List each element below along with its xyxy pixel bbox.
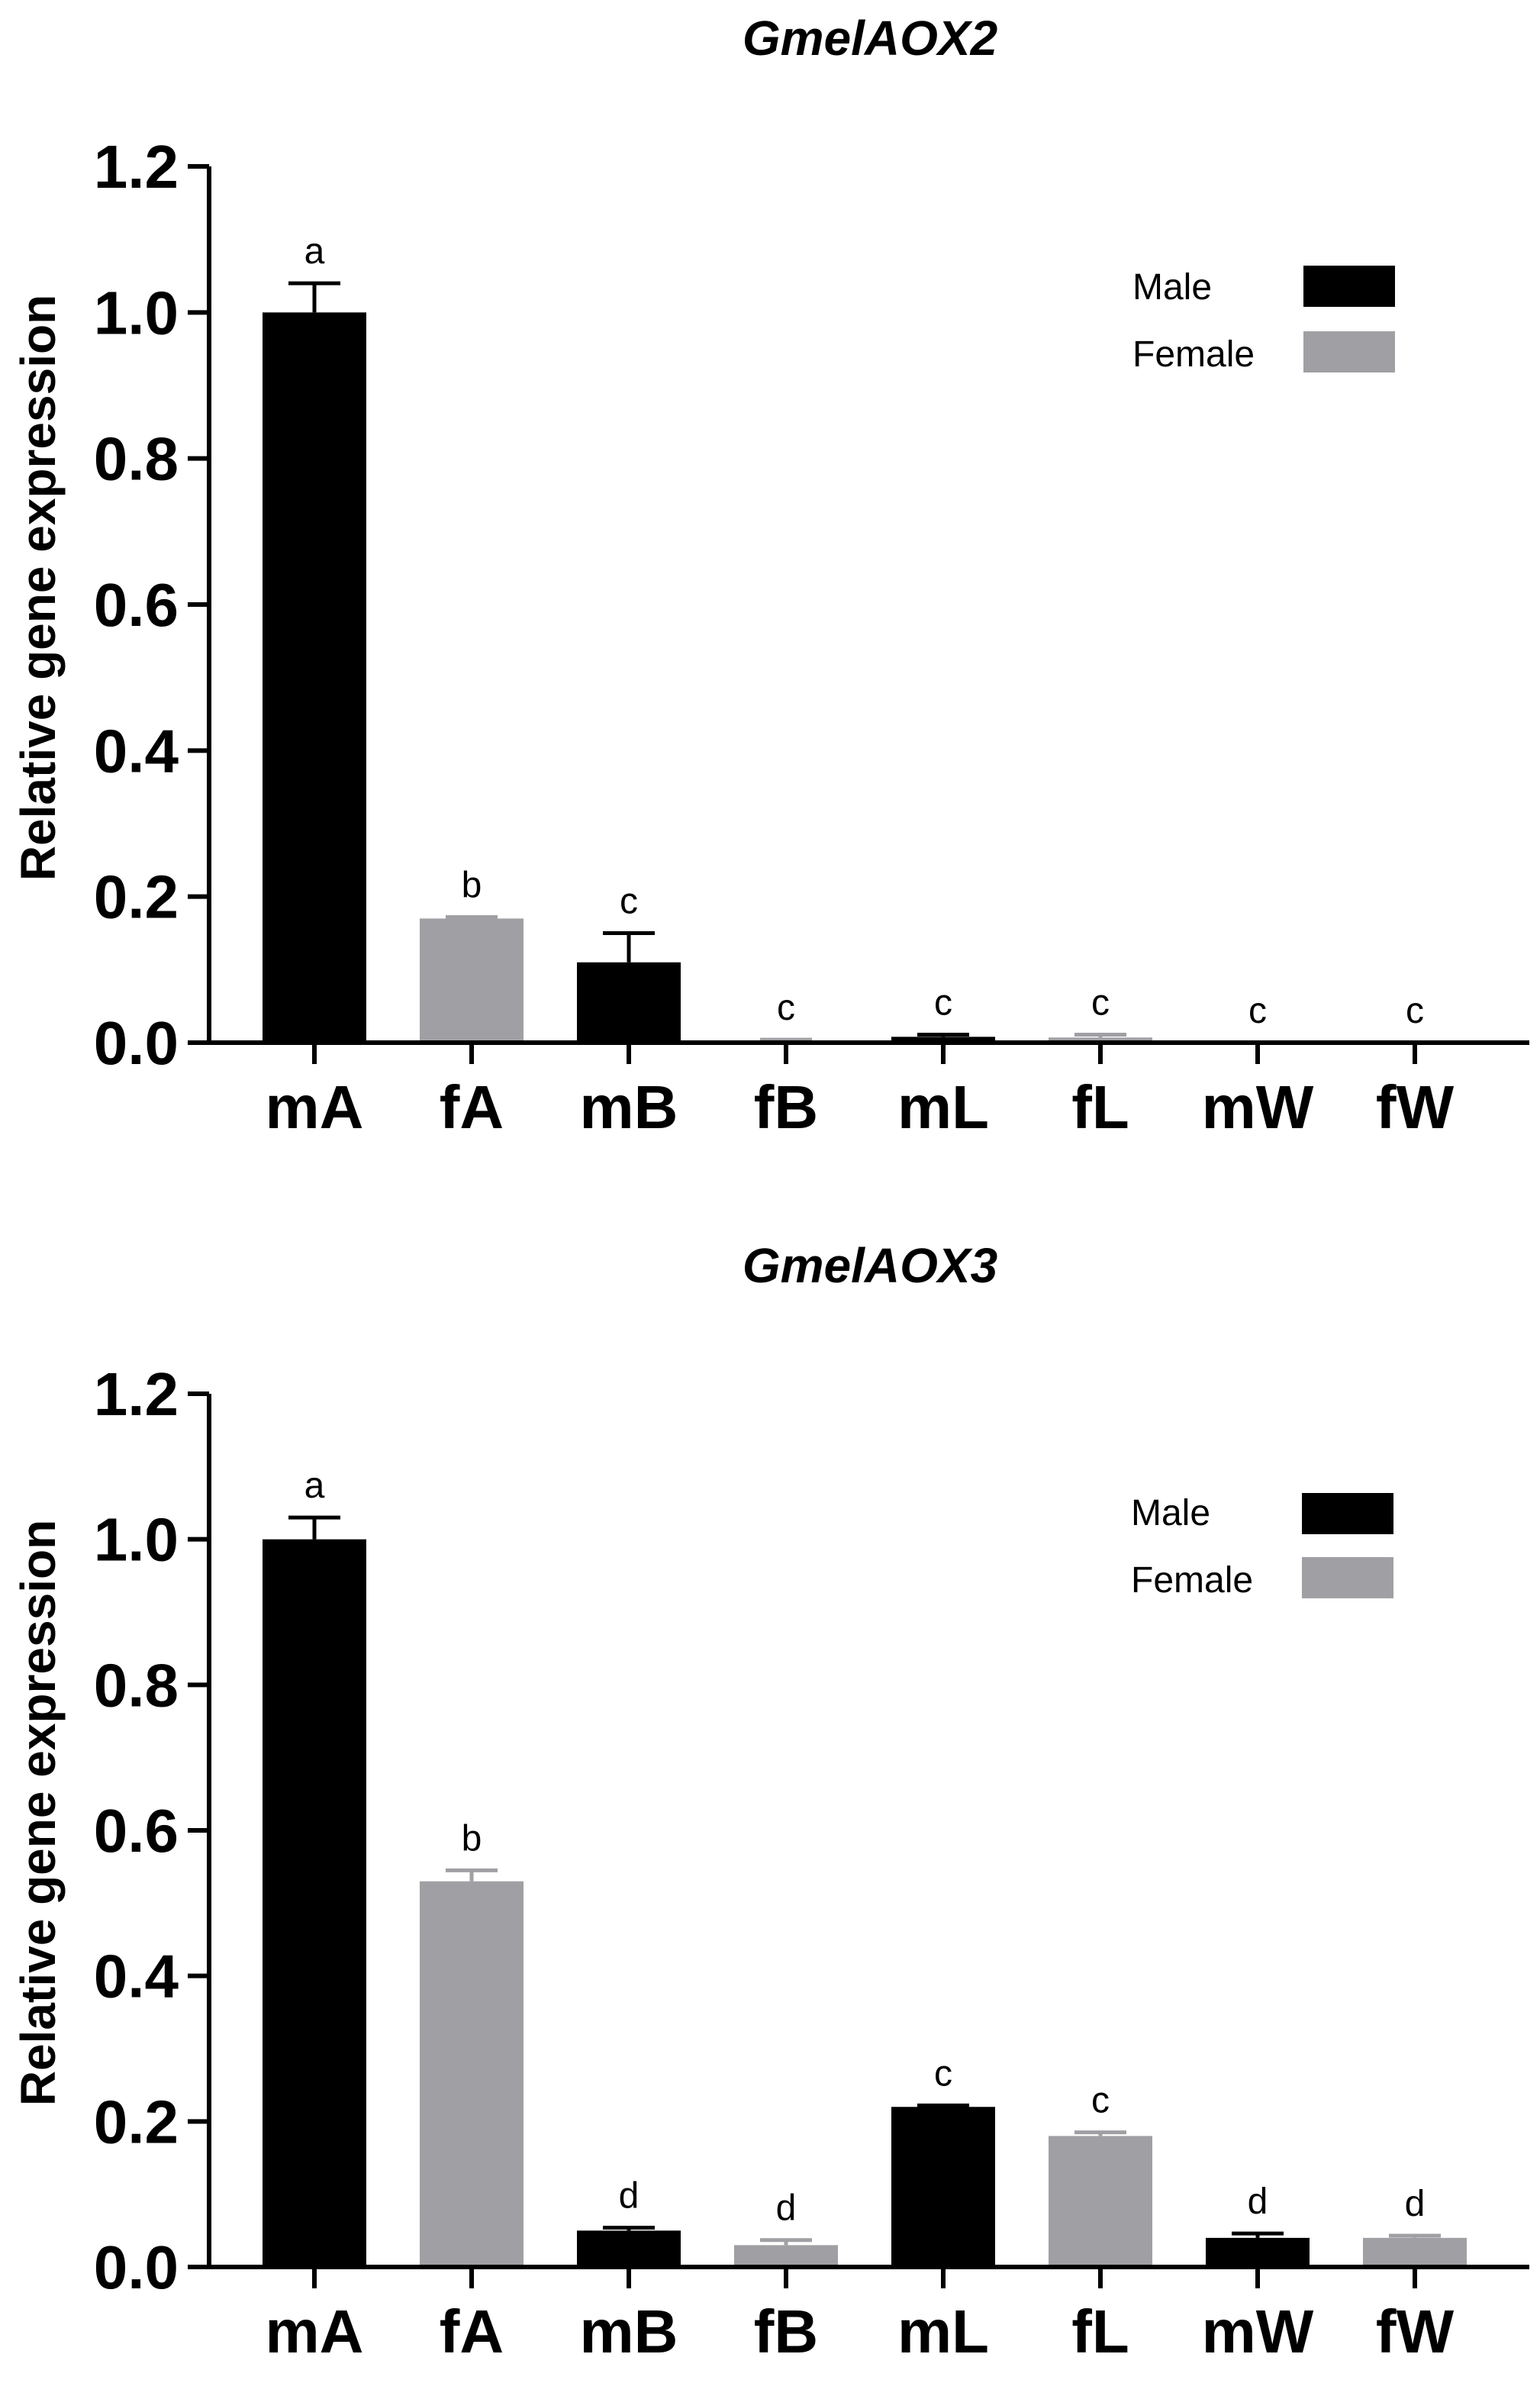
legend-male-swatch <box>1303 266 1395 307</box>
y-tick-label: 0.6 <box>94 571 179 639</box>
y-tick-label: 0.2 <box>94 2088 179 2156</box>
significance-letter: c <box>1406 991 1424 1031</box>
y-tick-label: 0.0 <box>94 2233 179 2301</box>
y-tick-label: 0.0 <box>94 1009 179 1077</box>
significance-letter: a <box>304 231 325 272</box>
significance-letter: a <box>304 1466 325 1506</box>
chart-title: GmelAOX3 <box>743 1238 997 1293</box>
x-tick-label: fA <box>440 2298 504 2365</box>
legend-female-swatch <box>1303 331 1395 372</box>
bar-mA <box>263 312 366 1043</box>
x-tick-label: mL <box>897 2298 989 2365</box>
significance-letter: d <box>1405 2184 1426 2224</box>
y-tick-label: 1.0 <box>94 279 179 347</box>
y-axis: 0.0 0.2 0.4 0.6 0.8 1.0 1.2 <box>94 133 211 1077</box>
significance-letter: b <box>462 865 482 905</box>
legend-female-label: Female <box>1132 334 1255 375</box>
significance-letter: c <box>1091 2081 1110 2121</box>
x-tick-label: mL <box>897 1073 989 1141</box>
bar-mA <box>263 1539 366 2267</box>
legend-male-label: Male <box>1131 1493 1210 1533</box>
x-axis: mA fA mB fB mL fL mW fW <box>207 1040 1529 1141</box>
significance-letter: b <box>462 1818 482 1859</box>
significance-letter: c <box>934 982 952 1023</box>
significance-letter: c <box>777 988 795 1028</box>
legend-female-label: Female <box>1131 1560 1253 1601</box>
bar-fL <box>1049 2136 1152 2267</box>
x-tick-label: mA <box>266 1073 364 1141</box>
significance-letter: c <box>1091 982 1110 1023</box>
x-tick-label: fW <box>1376 2298 1455 2365</box>
x-tick-label: fL <box>1071 1073 1129 1141</box>
y-tick-label: 0.8 <box>94 425 179 493</box>
legend-female-swatch <box>1302 1557 1393 1598</box>
y-axis-label: Relative gene expression <box>11 295 66 881</box>
legend-male-swatch <box>1302 1493 1393 1534</box>
x-tick-label: mB <box>580 2298 678 2365</box>
bars: a b c c c c c c <box>263 231 1467 1044</box>
x-tick-label: fB <box>754 2298 818 2365</box>
significance-letter: d <box>1248 2181 1268 2222</box>
y-tick-label: 0.4 <box>94 1943 179 2011</box>
chart-title: GmelAOX2 <box>743 11 997 66</box>
bar-fA <box>420 1881 524 2267</box>
chart-panel-gmelaox3: GmelAOX3 Relative gene expression 0.0 0.2… <box>11 1238 1529 2365</box>
y-tick-label: 0.2 <box>94 863 179 931</box>
x-tick-label: fA <box>440 1073 504 1141</box>
chart-panel-gmelaox2: GmelAOX2 Relative gene expression 0.0 0.2… <box>11 11 1529 1141</box>
legend: Male Female <box>1131 1493 1393 1601</box>
bar-mB <box>577 2230 681 2267</box>
significance-letter: c <box>934 2053 952 2094</box>
x-tick-label: fL <box>1071 2298 1129 2365</box>
significance-letter: c <box>1248 991 1267 1031</box>
bar-fL <box>1049 1037 1152 1043</box>
x-tick-label: mA <box>266 2298 364 2365</box>
bar-fB <box>734 2245 838 2267</box>
x-tick-label: fB <box>754 1073 818 1141</box>
bar-mL <box>891 2107 995 2267</box>
significance-letter: d <box>619 2176 640 2217</box>
x-tick-label: mW <box>1202 2298 1314 2365</box>
y-tick-label: 1.0 <box>94 1506 179 1574</box>
bars: a b d d c c d d <box>263 1466 1467 2267</box>
y-tick-label: 1.2 <box>94 133 179 201</box>
bar-mW <box>1206 2237 1310 2267</box>
legend-male-label: Male <box>1132 267 1212 308</box>
y-tick-label: 1.2 <box>94 1360 179 1428</box>
y-axis: 0.0 0.2 0.4 0.6 0.8 1.0 1.2 <box>94 1360 211 2301</box>
y-axis-label: Relative gene expression <box>11 1520 66 2106</box>
y-tick-label: 0.8 <box>94 1651 179 1719</box>
x-tick-label: mW <box>1202 1073 1314 1141</box>
legend: Male Female <box>1132 266 1395 375</box>
bar-mB <box>577 962 681 1043</box>
y-tick-label: 0.6 <box>94 1797 179 1865</box>
bar-mL <box>891 1037 995 1043</box>
significance-letter: d <box>776 2188 797 2229</box>
bar-fA <box>420 918 524 1043</box>
significance-letter: c <box>620 882 638 922</box>
x-tick-label: fW <box>1376 1073 1455 1141</box>
x-axis: mA fA mB fB mL fL mW fW <box>207 2265 1529 2365</box>
y-tick-label: 0.4 <box>94 717 179 785</box>
bar-fW <box>1363 2237 1467 2267</box>
x-tick-label: mB <box>580 1073 678 1141</box>
